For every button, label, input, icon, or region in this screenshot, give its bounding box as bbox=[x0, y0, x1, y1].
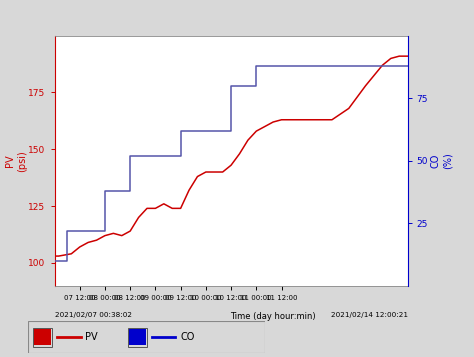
Y-axis label: CO
(%): CO (%) bbox=[431, 152, 453, 169]
Text: Time (day hour:min): Time (day hour:min) bbox=[230, 312, 315, 321]
Y-axis label: PV
(psi): PV (psi) bbox=[5, 150, 27, 171]
Bar bbox=[128, 328, 147, 347]
Bar bbox=[33, 328, 52, 347]
Bar bbox=[34, 329, 51, 346]
Text: CO: CO bbox=[180, 332, 194, 342]
Text: PV: PV bbox=[85, 332, 98, 342]
Text: 2021/02/07 00:38:02: 2021/02/07 00:38:02 bbox=[55, 312, 131, 318]
Text: 2021/02/14 12:00:21: 2021/02/14 12:00:21 bbox=[331, 312, 408, 318]
Bar bbox=[129, 329, 146, 346]
